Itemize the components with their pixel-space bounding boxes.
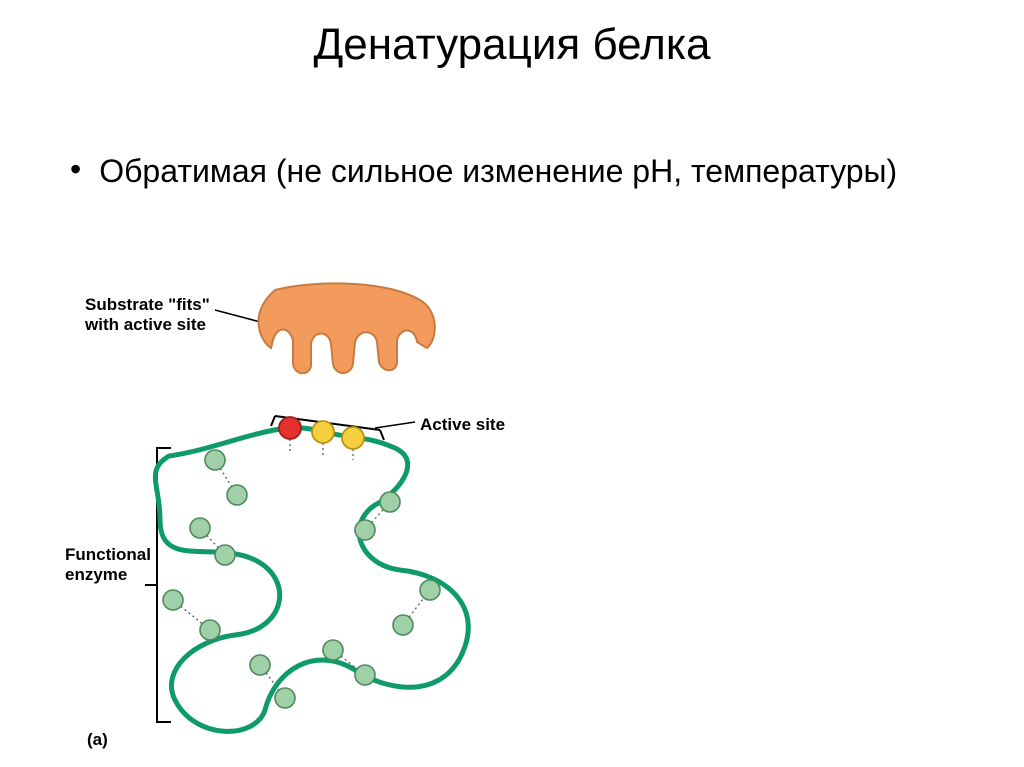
label-functional-enzyme: Functional enzyme <box>65 545 151 584</box>
panel-label-a: (a) <box>87 730 108 750</box>
label-substrate: Substrate "fits" with active site <box>85 295 210 334</box>
slide-title: Денатурация белка <box>0 20 1024 70</box>
diagram-svg <box>65 270 625 750</box>
bullet-text: Обратимая (не сильное изменение pH, темп… <box>99 150 897 193</box>
enzyme-diagram: Substrate "fits" with active site Active… <box>65 270 625 750</box>
label-active-site: Active site <box>420 415 505 435</box>
bullet-item: • Обратимая (не сильное изменение pH, те… <box>70 150 950 193</box>
bullet-marker: • <box>70 150 81 188</box>
